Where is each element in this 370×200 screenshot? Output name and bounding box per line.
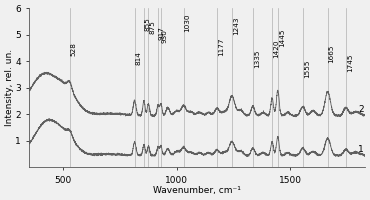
Text: 2: 2 — [359, 105, 364, 114]
Text: 814: 814 — [135, 51, 141, 65]
Text: 1335: 1335 — [254, 50, 260, 68]
Text: 930: 930 — [162, 29, 168, 43]
Text: 1420: 1420 — [273, 40, 279, 58]
Text: 528: 528 — [71, 42, 77, 56]
Y-axis label: Intensity, rel. un.: Intensity, rel. un. — [5, 49, 14, 126]
Text: 1177: 1177 — [218, 37, 224, 56]
Text: 1: 1 — [358, 145, 364, 154]
Text: 1555: 1555 — [304, 59, 310, 78]
X-axis label: Wavenumber, cm⁻¹: Wavenumber, cm⁻¹ — [153, 186, 241, 195]
Text: 1445: 1445 — [279, 28, 285, 47]
Text: 1243: 1243 — [233, 16, 239, 35]
Text: 917: 917 — [159, 26, 165, 40]
Text: 875: 875 — [149, 20, 155, 34]
Text: 855: 855 — [145, 17, 151, 31]
Text: 1665: 1665 — [329, 44, 334, 63]
Text: 1745: 1745 — [347, 53, 353, 72]
Text: 1030: 1030 — [185, 14, 191, 32]
